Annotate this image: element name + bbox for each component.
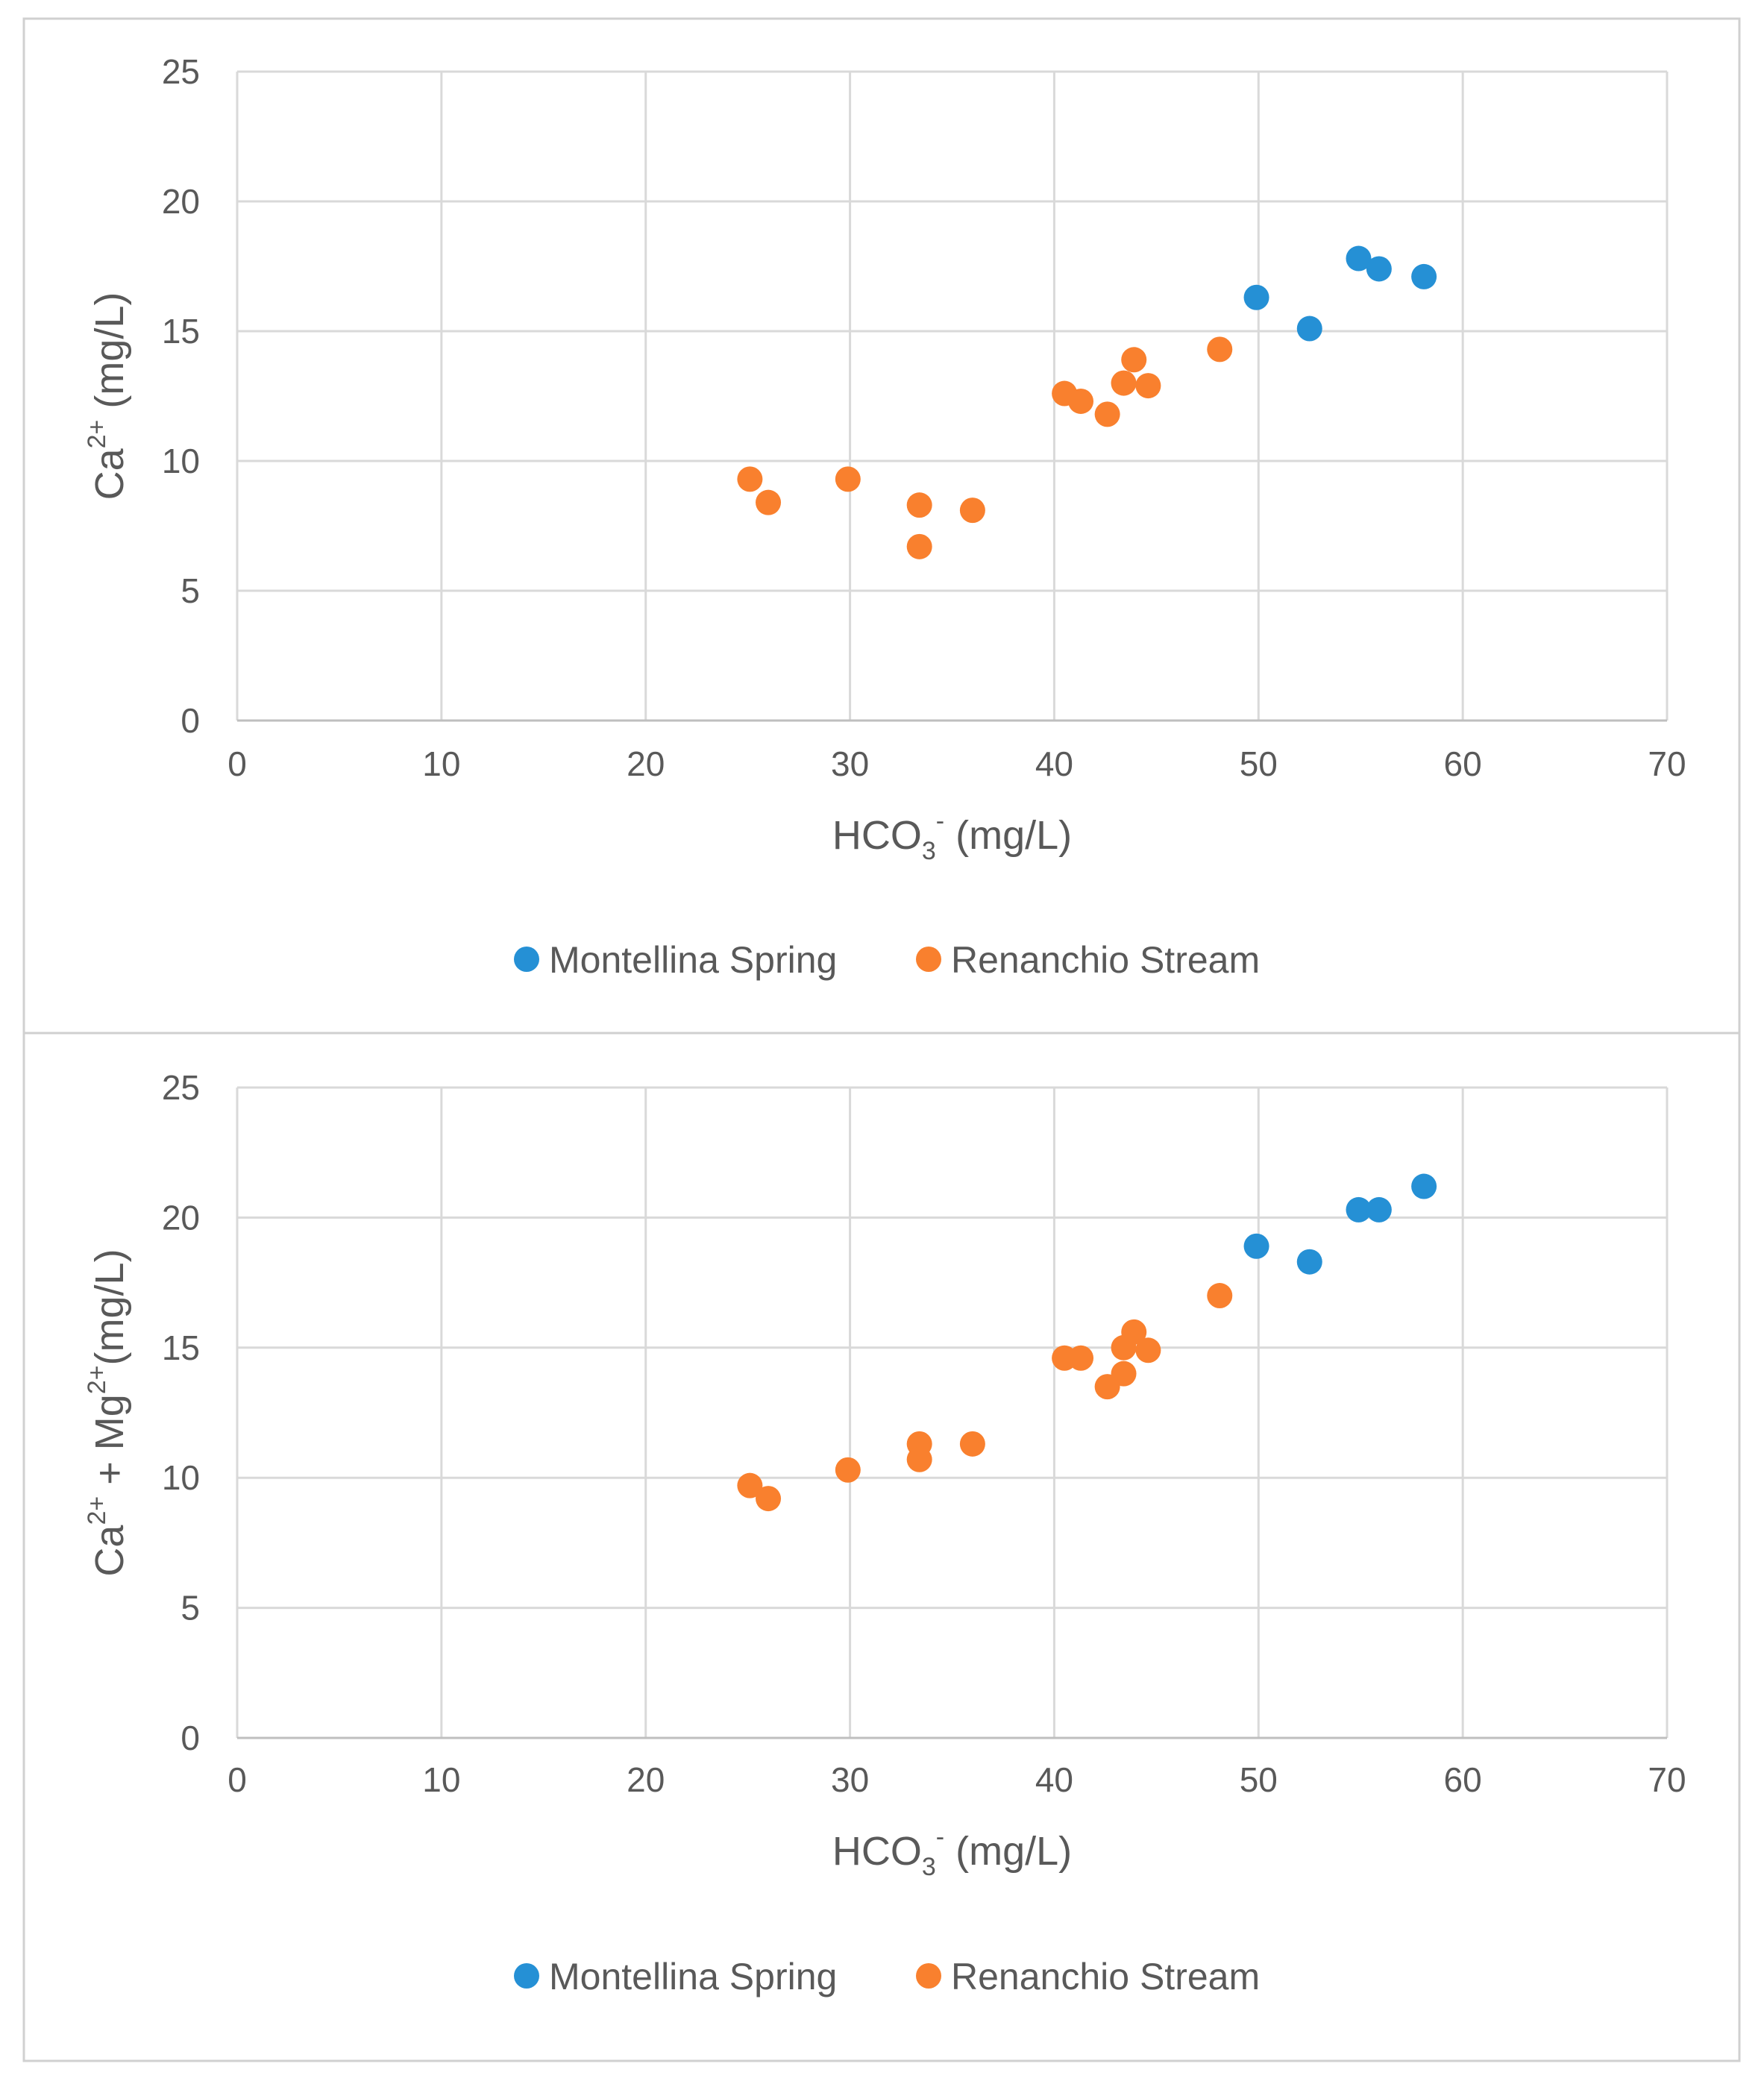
data-point	[1135, 1337, 1161, 1363]
x-tick-label: 60	[1444, 1760, 1482, 1799]
y-axis-title: Ca2+ (mg/L)	[83, 292, 132, 500]
data-point	[1296, 1249, 1322, 1275]
data-point	[906, 1446, 932, 1472]
data-point	[1094, 401, 1120, 427]
y-tick-label: 25	[162, 52, 200, 91]
legend: Montellina Spring Renanchio Stream	[514, 1956, 1260, 1997]
data-point	[1207, 1283, 1233, 1309]
y-tick-label: 0	[181, 701, 200, 740]
data-point	[1346, 245, 1372, 272]
y-tick-label: 25	[162, 1068, 200, 1107]
data-point	[737, 1472, 763, 1498]
data-point	[1366, 256, 1392, 282]
x-tick-label: 70	[1648, 1760, 1686, 1799]
data-point	[1243, 284, 1269, 310]
data-point	[756, 1486, 782, 1512]
data-point	[1111, 370, 1137, 396]
series-renanchio-stream	[737, 1283, 1233, 1512]
data-point	[1111, 1361, 1137, 1387]
x-tick-label: 50	[1240, 1760, 1278, 1799]
data-point	[906, 533, 932, 559]
data-point	[1411, 263, 1437, 289]
y-axis-title: Ca2+ + Mg2+(mg/L)	[83, 1249, 132, 1576]
data-point	[1068, 1345, 1094, 1371]
data-point	[1121, 1319, 1147, 1345]
x-tick-label: 20	[627, 1760, 665, 1799]
data-point	[1366, 1196, 1392, 1223]
data-point	[1296, 316, 1322, 342]
gridlines	[236, 1086, 1669, 1739]
x-tick-label: 40	[1035, 1760, 1073, 1799]
gridlines	[236, 70, 1669, 722]
chart-panel-ca-mg: 0 10 20 30 40 50 60 70 0 5 10 15 20 25 HCO3- (mg/L) Ca2…	[22, 1032, 1741, 2062]
legend-label: Montellina Spring	[549, 939, 837, 981]
y-tick-label: 15	[162, 312, 200, 351]
x-tick-label: 30	[831, 1760, 869, 1799]
y-tick-label: 5	[181, 1589, 200, 1628]
legend-marker	[514, 1963, 539, 1989]
data-point	[959, 1431, 985, 1457]
data-point	[959, 498, 985, 524]
legend-marker	[916, 1963, 941, 1989]
legend-marker	[916, 947, 941, 972]
x-tick-label: 30	[831, 744, 869, 783]
y-tick-label: 20	[162, 182, 200, 221]
x-tick-label: 10	[422, 744, 460, 783]
data-point	[906, 492, 932, 518]
legend-label: Montellina Spring	[549, 1956, 837, 1997]
y-tick-label: 5	[181, 571, 200, 610]
y-tick-label: 15	[162, 1328, 200, 1367]
y-tick-label: 10	[162, 442, 200, 480]
legend: Montellina Spring Renanchio Stream	[514, 939, 1260, 981]
data-point	[835, 466, 861, 492]
panel-border	[22, 1032, 1741, 2062]
series-renanchio-stream	[737, 336, 1233, 559]
data-point	[737, 466, 763, 492]
data-point	[1135, 373, 1161, 399]
x-tick-label: 20	[627, 744, 665, 783]
data-point	[1068, 388, 1094, 414]
series-montellina-spring	[1243, 245, 1437, 342]
series-montellina-spring	[1243, 1173, 1437, 1275]
data-point	[1243, 1233, 1269, 1259]
x-tick-label: 0	[227, 744, 247, 783]
x-tick-label: 70	[1648, 744, 1686, 783]
data-point	[1346, 1196, 1372, 1223]
data-point	[835, 1457, 861, 1483]
y-tick-label: 20	[162, 1198, 200, 1237]
legend-label: Renanchio Stream	[951, 939, 1260, 981]
data-point	[756, 489, 782, 515]
y-tick-label: 0	[181, 1719, 200, 1757]
data-point	[1411, 1173, 1437, 1199]
data-point	[1121, 347, 1147, 373]
x-tick-label: 0	[227, 1760, 247, 1799]
x-axis-title: HCO3- (mg/L)	[832, 807, 1072, 865]
legend-marker	[514, 947, 539, 972]
x-tick-label: 40	[1035, 744, 1073, 783]
chart-panel-ca: 0 10 20 30 40 50 60 70 0 5 10 15 20 25 HCO3- (mg/L) Ca2…	[22, 17, 1741, 1035]
legend-label: Renanchio Stream	[951, 1956, 1260, 1997]
x-tick-label: 10	[422, 1760, 460, 1799]
x-tick-label: 50	[1240, 744, 1278, 783]
x-tick-label: 60	[1444, 744, 1482, 783]
data-point	[1207, 336, 1233, 363]
y-tick-label: 10	[162, 1458, 200, 1497]
x-axis-title: HCO3- (mg/L)	[832, 1823, 1072, 1881]
